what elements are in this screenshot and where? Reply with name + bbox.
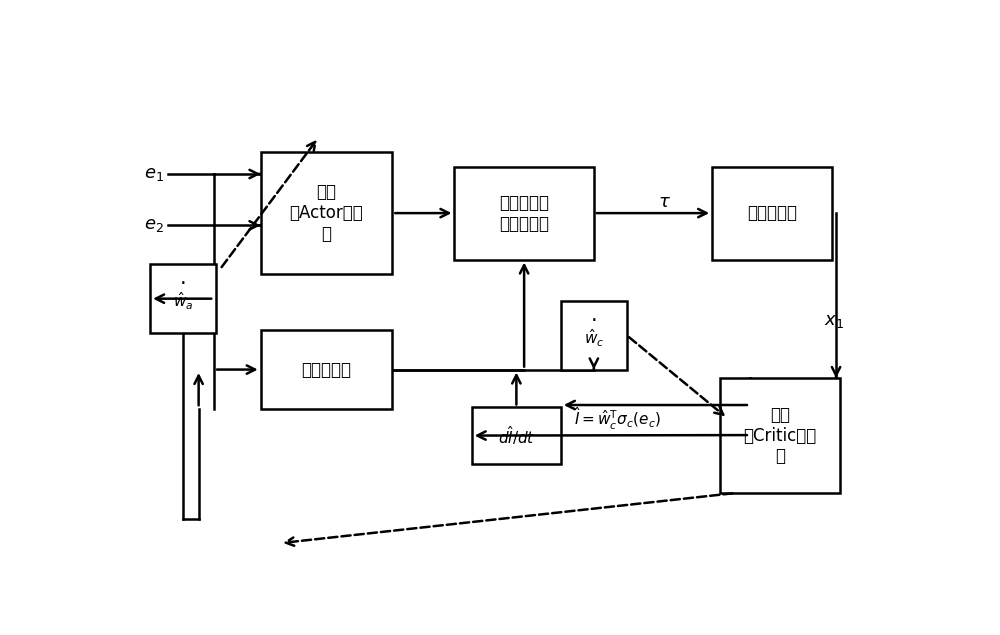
Text: ·: ·: [591, 311, 597, 331]
Text: $\hat{w}_c$: $\hat{w}_c$: [584, 327, 604, 349]
Bar: [472, 408, 561, 464]
Text: 非奇异终端
滑模控制器: 非奇异终端 滑模控制器: [499, 194, 549, 232]
Text: $x_1$: $x_1$: [824, 312, 844, 330]
Text: $e_2$: $e_2$: [144, 217, 164, 234]
Bar: [150, 264, 216, 333]
Text: 评价
（Critic）网
络: 评价 （Critic）网 络: [743, 406, 816, 465]
Bar: [561, 301, 627, 370]
Bar: [454, 166, 594, 260]
Text: $d\hat{I}/dt$: $d\hat{I}/dt$: [498, 424, 535, 447]
Bar: [712, 166, 832, 260]
Text: 动力学系统: 动力学系统: [747, 204, 797, 222]
Bar: [261, 330, 392, 409]
Text: 抗饱和系统: 抗饱和系统: [302, 361, 352, 378]
Text: $e_1$: $e_1$: [144, 165, 164, 183]
Text: $\hat{I} = \hat{w}_c^{\mathrm{T}}\sigma_c(e_c)$: $\hat{I} = \hat{w}_c^{\mathrm{T}}\sigma_…: [574, 405, 661, 432]
Text: 执行
（Actor）网
络: 执行 （Actor）网 络: [290, 184, 363, 243]
Text: ·: ·: [180, 274, 186, 294]
Text: $\tau$: $\tau$: [658, 193, 671, 211]
Bar: [261, 152, 392, 274]
Bar: [720, 378, 840, 493]
Text: $\hat{w}_a$: $\hat{w}_a$: [173, 290, 193, 312]
